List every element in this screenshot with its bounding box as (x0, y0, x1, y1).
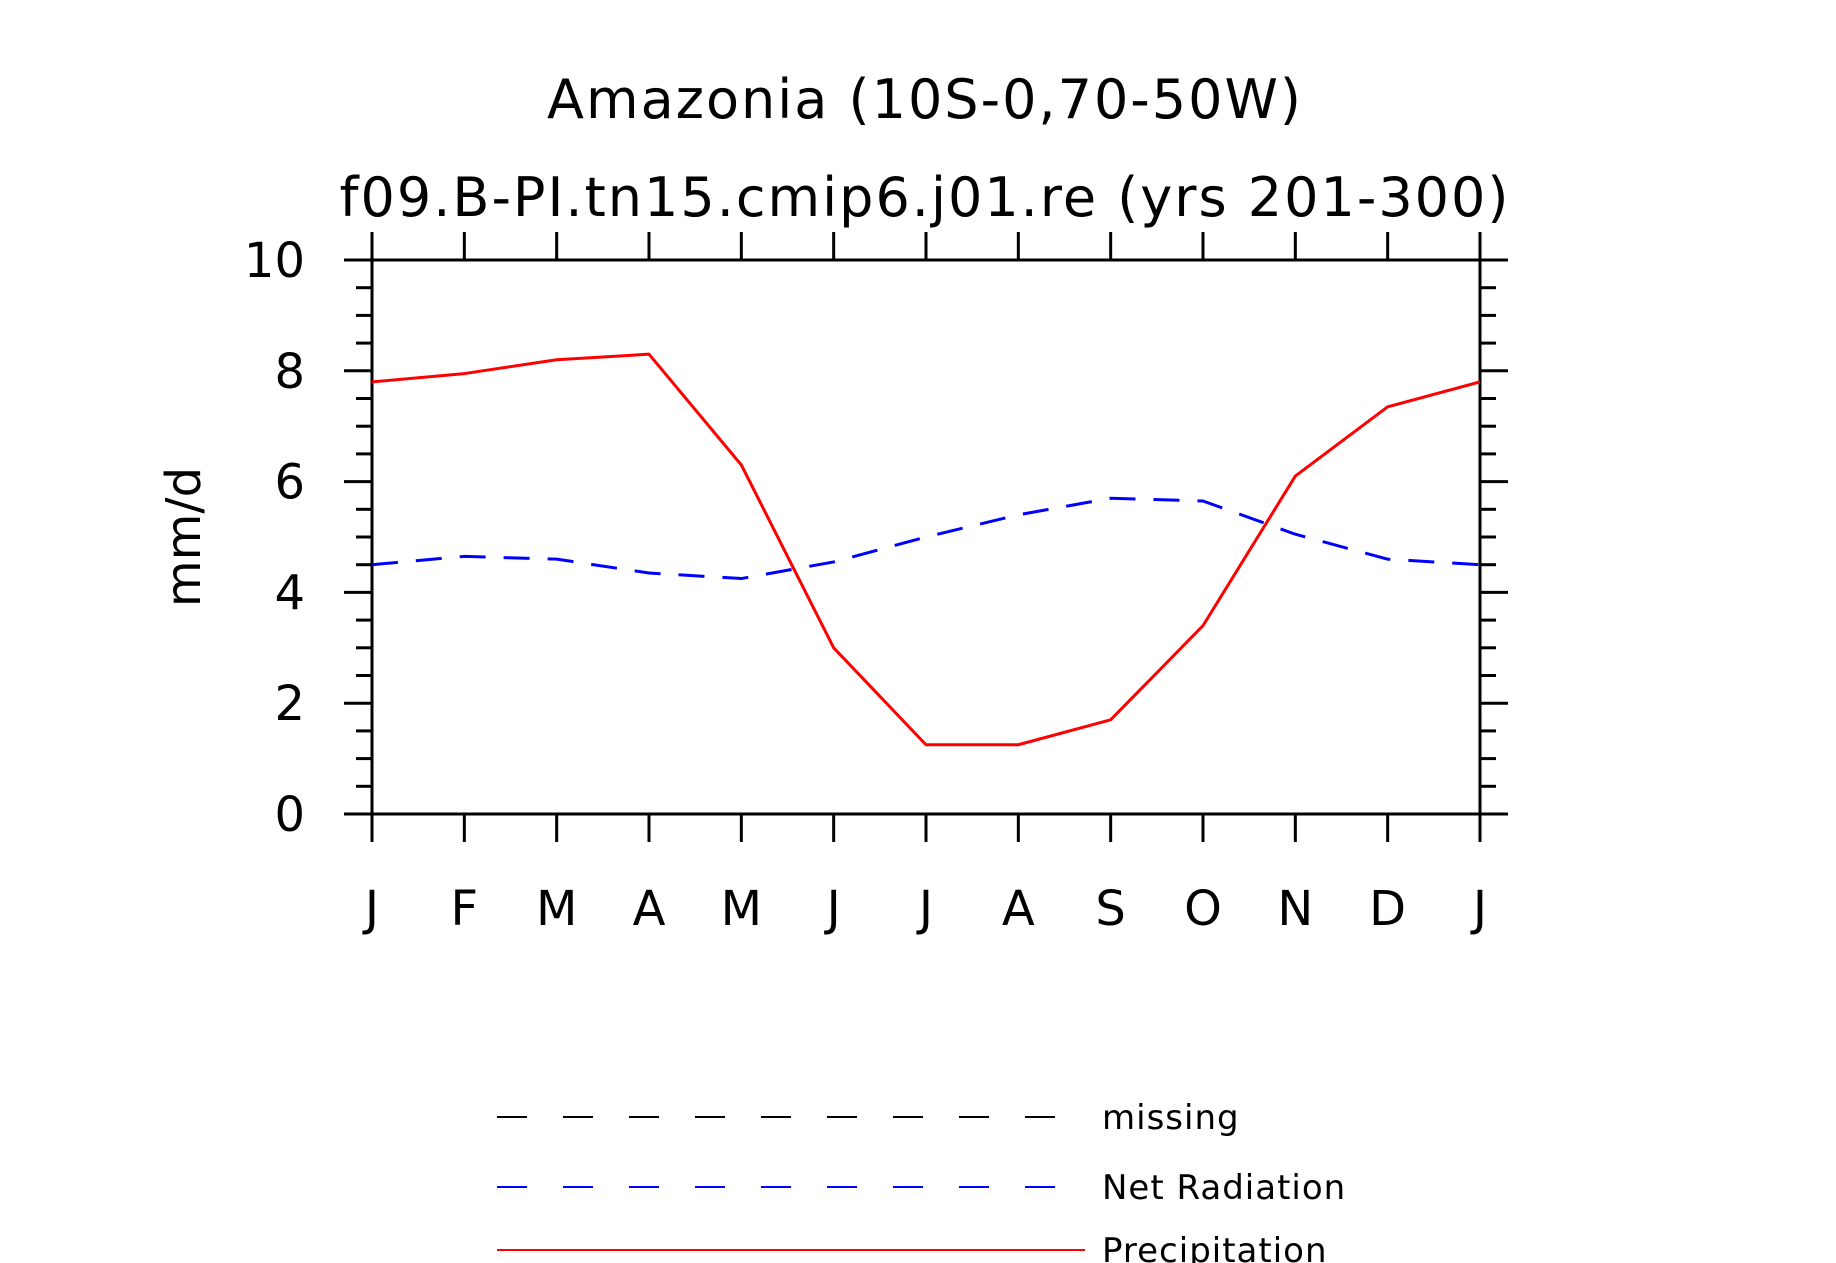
series-layer (371, 352, 1481, 747)
y-tick-label: 10 (244, 233, 305, 289)
x-tick-label: J (916, 881, 933, 937)
legend: missing Net Radiation Precipitation (497, 1098, 1346, 1263)
y-tick-label: 4 (274, 565, 305, 621)
y-axis-label: mm/d (156, 467, 212, 607)
x-tick-label: J (362, 881, 379, 937)
chart-title: Amazonia (10S-0,70-50W) (547, 68, 1303, 131)
legend-label: Precipitation (1102, 1231, 1328, 1263)
x-tick-label: N (1277, 881, 1313, 937)
x-tick-label: S (1095, 881, 1125, 937)
chart-subtitle: f09.B-PI.tn15.cmip6.j01.re (yrs 201-300) (340, 166, 1511, 229)
x-tick-label: M (721, 881, 762, 937)
y-tick-label: 0 (274, 787, 305, 843)
x-tick-label: O (1184, 881, 1222, 937)
y-tick-label: 2 (274, 676, 305, 732)
x-tick-label: J (1470, 881, 1487, 937)
x-tick-label: F (451, 881, 479, 937)
y-tick-label: 6 (274, 455, 305, 511)
y-tick-label: 8 (274, 344, 305, 400)
legend-label: Net Radiation (1102, 1168, 1346, 1208)
series-line-net-radiation (371, 496, 1481, 581)
x-tick-label: J (824, 881, 841, 937)
x-tick-label: A (633, 881, 666, 937)
y-axis-ticks: 0 2 4 6 8 10 (244, 233, 1508, 843)
series-line-precipitation (371, 352, 1481, 747)
x-tick-label: A (1002, 881, 1035, 937)
plot-frame (370, 258, 1482, 816)
legend-label: missing (1102, 1098, 1240, 1138)
x-tick-label: D (1369, 881, 1406, 937)
x-tick-label: M (536, 881, 577, 937)
